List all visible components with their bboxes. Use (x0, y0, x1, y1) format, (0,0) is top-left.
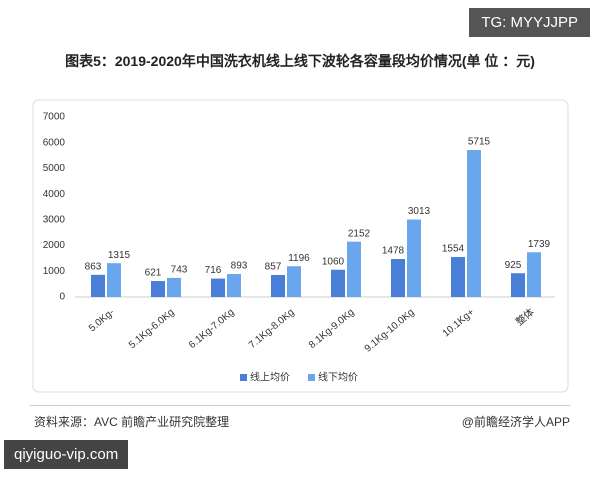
bar (167, 277, 181, 297)
y-tick-label: 2000 (43, 240, 66, 251)
data-label: 893 (231, 261, 248, 272)
bar (347, 241, 361, 297)
data-label: 1739 (528, 239, 551, 250)
y-tick-label: 0 (59, 292, 65, 303)
data-label: 2152 (348, 228, 371, 239)
bar (227, 274, 241, 297)
legend-label: 线上均价 (250, 371, 290, 384)
watermark: TG: MYYJJPP (469, 8, 590, 37)
x-tick-label: 6.1Kg-7.0Kg (187, 307, 237, 351)
y-tick-label: 3000 (43, 214, 66, 225)
site-label: qiyiguo-vip.com (4, 440, 129, 469)
bar (451, 257, 465, 297)
x-tick-label: 7.1Kg-8.0Kg (247, 307, 297, 351)
bar (91, 274, 105, 297)
bar (287, 266, 301, 297)
chart-title: 图表5：2019-2020年中国洗衣机线上线下波轮各容量段均价情况(单 位 ：元… (65, 53, 535, 69)
data-label: 1315 (108, 250, 131, 261)
data-label: 863 (85, 261, 102, 272)
data-label: 5715 (468, 137, 491, 148)
legend-swatch (308, 374, 315, 381)
x-tick-label: 5.0Kg- (87, 307, 117, 334)
x-tick-label: 9.1Kg-10.0Kg (363, 307, 417, 355)
data-label: 3013 (408, 206, 431, 217)
y-tick-label: 5000 (43, 163, 66, 174)
brand: @前瞻经济学人APP (461, 415, 570, 429)
bar (107, 263, 121, 297)
x-tick-label: 5.1Kg-6.0Kg (127, 307, 177, 351)
data-label: 1060 (322, 256, 345, 267)
legend-label: 线下均价 (318, 371, 358, 384)
bar (211, 278, 225, 297)
chart-frame (32, 99, 569, 393)
bar (271, 274, 285, 297)
bar (407, 219, 421, 297)
y-tick-label: 7000 (43, 112, 66, 123)
bar (151, 281, 165, 297)
x-tick-label: 整体 (513, 305, 537, 328)
data-label: 1478 (382, 246, 405, 257)
data-label: 743 (171, 265, 188, 276)
bar (527, 252, 541, 297)
data-label: 925 (505, 260, 522, 271)
y-tick-label: 4000 (43, 189, 66, 200)
bar (391, 258, 405, 297)
data-label: 857 (265, 262, 282, 273)
data-label: 1554 (442, 244, 465, 255)
bar (467, 150, 481, 297)
bar (511, 273, 525, 297)
x-tick-label: 10.1Kg+ (441, 307, 477, 340)
data-label: 1196 (288, 253, 310, 264)
legend-swatch (240, 374, 247, 381)
divider (30, 405, 570, 406)
bar (331, 269, 345, 297)
y-tick-label: 1000 (43, 266, 66, 277)
x-tick-label: 8.1Kg-9.0Kg (307, 307, 357, 351)
data-label: 621 (145, 268, 162, 279)
source: 资料来源：AVC 前瞻产业研究院整理 (34, 415, 230, 429)
y-tick-label: 6000 (43, 137, 66, 148)
data-label: 716 (205, 265, 222, 276)
